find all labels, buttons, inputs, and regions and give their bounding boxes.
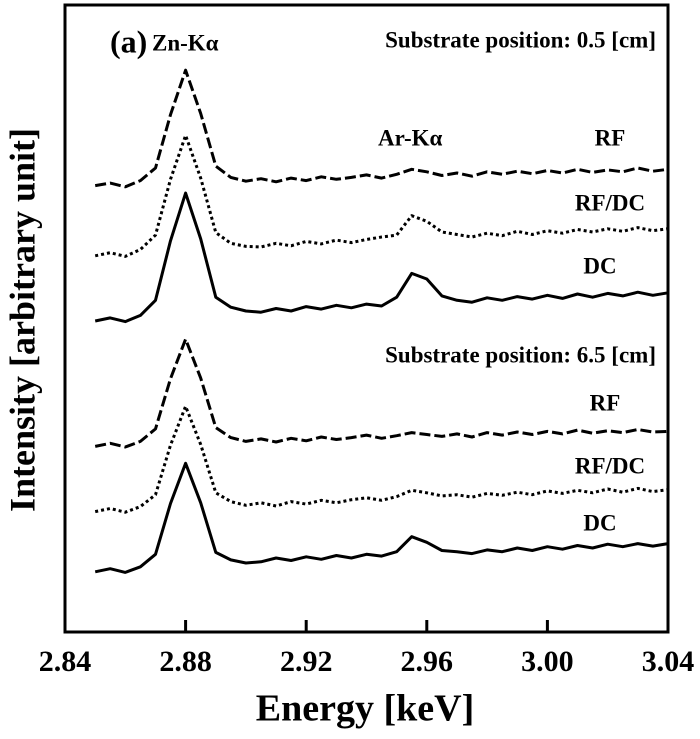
series-label: DC (583, 253, 616, 278)
panel-label: (a) (110, 23, 147, 59)
annotation: Ar-Kα (378, 125, 443, 150)
annotation: Substrate position: 6.5 [cm] (385, 342, 656, 367)
spectrum-line (94, 133, 669, 258)
spectrum-line (94, 404, 669, 514)
spectrum-line (94, 461, 669, 574)
spectrum-line (94, 337, 669, 449)
x-axis-title: Energy [keV] (256, 688, 474, 730)
spectrum-line (94, 191, 669, 324)
series-label: RF/DC (575, 190, 645, 215)
spectrum-line (94, 68, 669, 189)
plot-frame (63, 3, 670, 634)
y-axis-title: Intensity [arbitrary unit] (2, 128, 42, 512)
x-tick-label: 2.96 (401, 645, 454, 678)
x-tick-label: 3.04 (642, 645, 695, 678)
x-tick-label: 2.88 (159, 645, 212, 678)
annotation: Substrate position: 0.5 [cm] (385, 27, 656, 52)
series-label: RF (595, 125, 626, 150)
series-label: RF (590, 390, 621, 415)
x-tick-label: 2.92 (280, 645, 333, 678)
series-label: DC (583, 510, 616, 535)
x-tick-label: 2.84 (39, 645, 92, 678)
series-label: RF/DC (575, 453, 645, 478)
x-tick-label: 3.00 (521, 645, 574, 678)
annotation: Zn-Kα (152, 30, 219, 55)
